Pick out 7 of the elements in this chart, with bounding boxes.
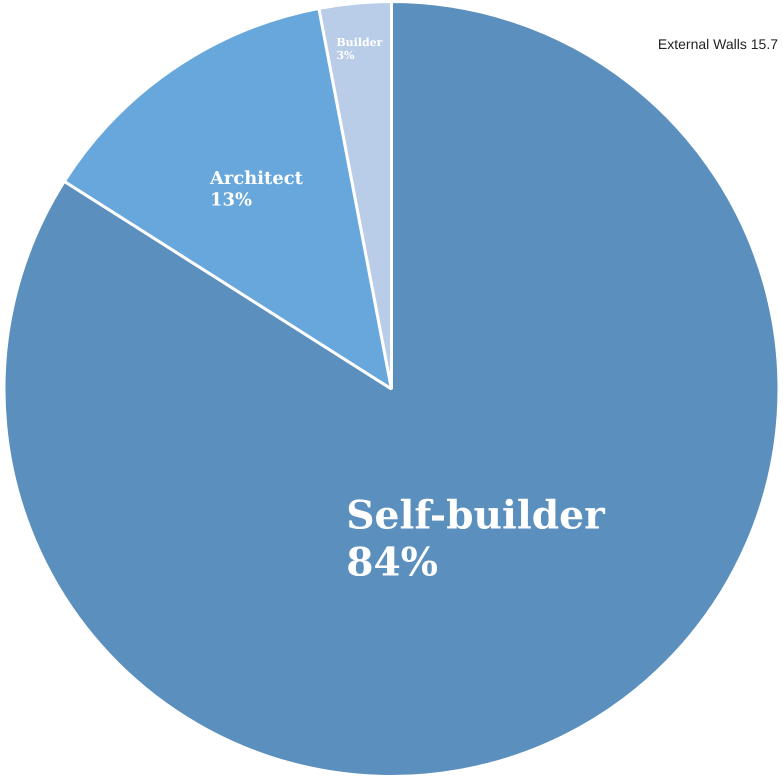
text: External Walls 15.7 (658, 36, 778, 52)
slice-label: Architect (209, 168, 304, 190)
data-label: 3% (336, 48, 355, 62)
slice-label: Self-builder (346, 492, 606, 538)
slice-label: Builder (336, 36, 383, 49)
data-label: 84% (346, 540, 438, 586)
data-label: 13% (210, 190, 252, 211)
